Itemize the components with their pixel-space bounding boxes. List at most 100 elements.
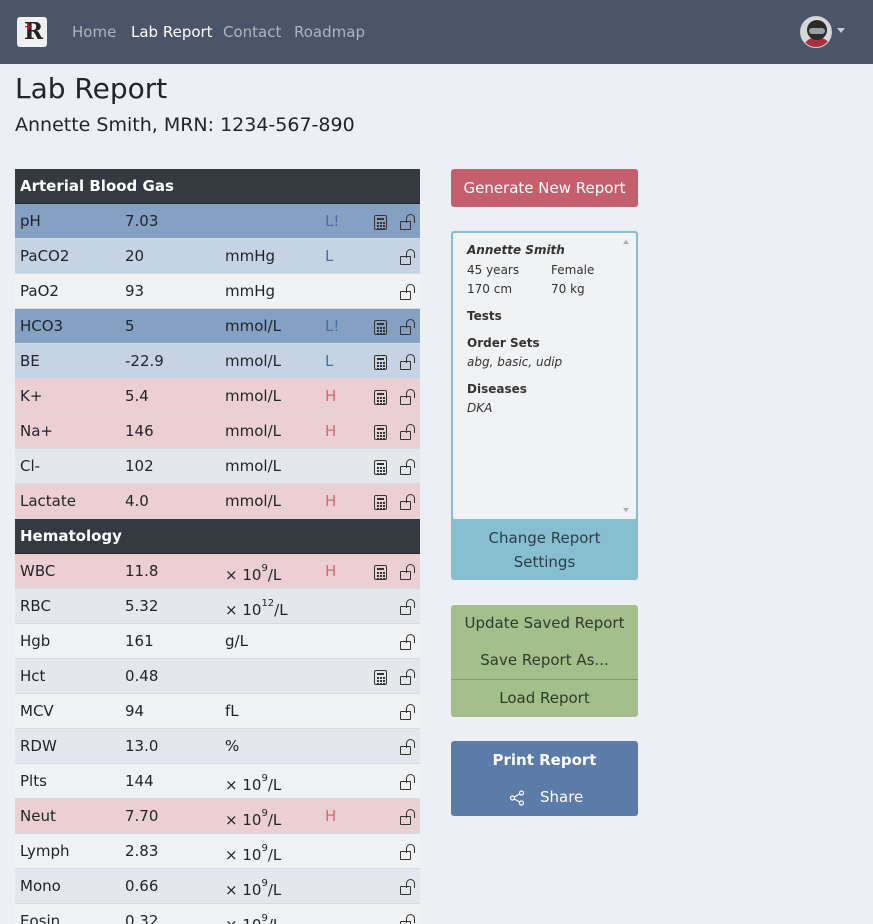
test-unit: × 109/L xyxy=(225,869,281,908)
print-report-button[interactable]: Print Report xyxy=(492,751,597,769)
calculator-icon[interactable] xyxy=(374,355,387,370)
nav-link-home[interactable]: Home xyxy=(72,23,117,41)
unlock-icon[interactable] xyxy=(400,214,416,231)
nav-link-roadmap[interactable]: Roadmap xyxy=(294,23,365,41)
info-scrollbar[interactable] xyxy=(620,237,632,515)
calculator-icon[interactable] xyxy=(374,565,387,580)
lock-shackle xyxy=(406,809,415,818)
unlock-icon[interactable] xyxy=(400,284,416,301)
unlock-icon[interactable] xyxy=(400,844,416,861)
unit-base: × 10 xyxy=(225,881,262,899)
test-name: Neut xyxy=(20,807,56,825)
test-value: 5 xyxy=(125,317,135,335)
change-settings-label-line2: Settings xyxy=(513,553,576,571)
calculator-icon[interactable] xyxy=(374,215,387,230)
info-weight: 70 kg xyxy=(551,282,585,296)
unlock-icon[interactable] xyxy=(400,354,416,371)
test-value: 0.32 xyxy=(125,912,159,924)
test-name: Mono xyxy=(20,877,61,895)
avatar[interactable] xyxy=(800,16,832,48)
unit-suffix: /L xyxy=(267,811,282,829)
unit-base: mmol/L xyxy=(225,457,281,475)
calculator-icon[interactable] xyxy=(374,390,387,405)
info-tests-label: Tests xyxy=(467,309,502,323)
lock-body xyxy=(400,851,411,860)
unlock-icon[interactable] xyxy=(400,669,416,686)
unlock-icon[interactable] xyxy=(400,809,416,826)
change-settings-label-line1: Change Report xyxy=(488,529,601,547)
test-name: K+ xyxy=(20,387,43,405)
unlock-icon[interactable] xyxy=(400,599,416,616)
test-unit: mmol/L xyxy=(225,449,281,484)
lock-body xyxy=(400,291,411,300)
lock-shackle xyxy=(406,739,415,748)
test-name: Lymph xyxy=(20,842,70,860)
result-flag: H xyxy=(325,387,337,405)
unlock-icon[interactable] xyxy=(400,249,416,266)
test-value: 93 xyxy=(125,282,145,300)
calculator-icon[interactable] xyxy=(374,460,387,475)
table-row: Cl- 102 mmol/L xyxy=(15,449,420,484)
save-report-as-button[interactable]: Save Report As... xyxy=(480,651,609,669)
unlock-icon[interactable] xyxy=(400,389,416,406)
test-value: 7.03 xyxy=(125,212,159,230)
table-row: RBC 5.32 × 1012/L xyxy=(15,589,420,624)
unlock-icon[interactable] xyxy=(400,879,416,896)
test-value: 0.48 xyxy=(125,667,159,685)
unlock-icon[interactable] xyxy=(400,774,416,791)
unlock-icon[interactable] xyxy=(400,494,416,511)
logo-cross-icon: + xyxy=(24,20,34,33)
lock-body xyxy=(400,676,411,685)
calculator-icon[interactable] xyxy=(374,495,387,510)
lock-body xyxy=(400,361,411,370)
unit-base: × 10 xyxy=(225,566,262,584)
load-report-button[interactable]: Load Report xyxy=(499,689,590,707)
report-settings-card: Annette Smith 45 years Female 170 cm 70 … xyxy=(451,231,638,580)
result-flag: L! xyxy=(325,317,340,335)
unlock-icon[interactable] xyxy=(400,739,416,756)
test-name: PaO2 xyxy=(20,282,59,300)
calculator-icon[interactable] xyxy=(374,425,387,440)
scroll-down-arrow-icon[interactable] xyxy=(623,508,629,512)
unit-suffix: /L xyxy=(267,776,282,794)
unlock-icon[interactable] xyxy=(400,424,416,441)
app-logo[interactable]: R + xyxy=(17,17,47,47)
info-patient-name: Annette Smith xyxy=(467,243,565,257)
chevron-down-icon[interactable] xyxy=(837,28,845,33)
calculator-icon[interactable] xyxy=(374,670,387,685)
table-row: pH 7.03 L! xyxy=(15,204,420,239)
scroll-up-arrow-icon[interactable] xyxy=(623,240,629,244)
avatar-goggles xyxy=(809,28,825,34)
unlock-icon[interactable] xyxy=(400,634,416,651)
unlock-icon[interactable] xyxy=(400,914,416,924)
calculator-icon[interactable] xyxy=(374,320,387,335)
unit-base: × 10 xyxy=(225,846,262,864)
navbar: R + Home Lab Report Contact Roadmap xyxy=(0,0,873,64)
unit-base: mmol/L xyxy=(225,352,281,370)
unlock-icon[interactable] xyxy=(400,564,416,581)
share-icon xyxy=(509,790,525,806)
info-height: 170 cm xyxy=(467,282,513,296)
result-flag: L! xyxy=(325,212,340,230)
nav-link-contact[interactable]: Contact xyxy=(223,23,282,41)
unlock-icon[interactable] xyxy=(400,319,416,336)
nav-link-lab-report[interactable]: Lab Report xyxy=(131,23,213,41)
test-name: MCV xyxy=(20,702,54,720)
unit-base: fL xyxy=(225,702,239,720)
unit-base: mmol/L xyxy=(225,422,281,440)
lock-body xyxy=(400,746,411,755)
test-value: 5.4 xyxy=(125,387,149,405)
lock-shackle xyxy=(406,319,415,328)
share-button[interactable]: Share xyxy=(451,779,638,816)
lock-body xyxy=(400,921,411,924)
unlock-icon[interactable] xyxy=(400,459,416,476)
update-saved-report-button[interactable]: Update Saved Report xyxy=(464,614,625,632)
generate-new-report-button[interactable]: Generate New Report xyxy=(451,169,638,207)
table-row: RDW 13.0% xyxy=(15,729,420,764)
patient-info-panel[interactable]: Annette Smith 45 years Female 170 cm 70 … xyxy=(453,233,636,519)
lock-shackle xyxy=(406,249,415,258)
unlock-icon[interactable] xyxy=(400,704,416,721)
share-label: Share xyxy=(540,788,584,806)
change-report-settings-button[interactable]: Change Report Settings xyxy=(451,519,638,580)
lock-shackle xyxy=(406,844,415,853)
